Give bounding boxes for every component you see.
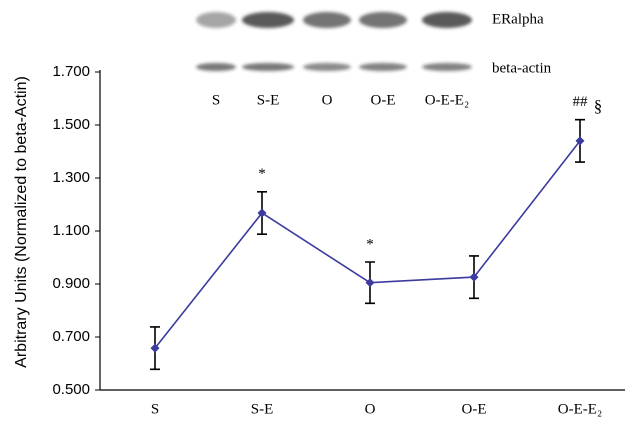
blot-lane-label: S: [212, 92, 220, 108]
blot-row-label: beta-actin: [492, 60, 552, 76]
x-tick-label: S: [151, 401, 159, 417]
annotation: *: [366, 236, 374, 252]
blot-band: [422, 63, 472, 71]
x-tick-label: O-E-E₂: [558, 401, 602, 417]
y-tick-label: 1.500: [52, 116, 90, 133]
x-tick-label: O: [365, 401, 376, 417]
y-tick-label: 0.500: [52, 381, 90, 398]
blot-band: [359, 12, 407, 28]
annotation: §: [594, 97, 603, 116]
blot-band: [359, 63, 407, 71]
annotation: *: [258, 166, 266, 182]
y-tick-label: 1.700: [52, 63, 90, 80]
figure: Arbitrary Units (Normalized to beta-Acti…: [0, 0, 638, 427]
marker: [366, 278, 375, 287]
annotation: ##: [573, 94, 589, 110]
blot-band: [303, 12, 351, 28]
y-axis-label: Arbitrary Units (Normalized to beta-Acti…: [13, 76, 30, 368]
blot-lane-label: O-E: [371, 92, 396, 108]
y-tick-label: 0.900: [52, 275, 90, 292]
y-tick-label: 1.300: [52, 169, 90, 186]
y-tick-label: 0.700: [52, 328, 90, 345]
blot-lane-label: O-E-E₂: [425, 92, 469, 108]
y-tick-label: 1.100: [52, 222, 90, 239]
blot-band: [422, 12, 472, 28]
blot-band: [196, 63, 236, 71]
x-tick-label: S-E: [251, 401, 274, 417]
blot-band: [196, 12, 236, 28]
blot-lane-label: O: [322, 92, 333, 108]
blot-band: [242, 63, 294, 71]
x-tick-label: O-E: [462, 401, 487, 417]
blot-row-label: ERalpha: [492, 11, 544, 27]
blot-lane-label: S-E: [257, 92, 280, 108]
blot-band: [303, 63, 351, 71]
blot-band: [242, 12, 294, 28]
